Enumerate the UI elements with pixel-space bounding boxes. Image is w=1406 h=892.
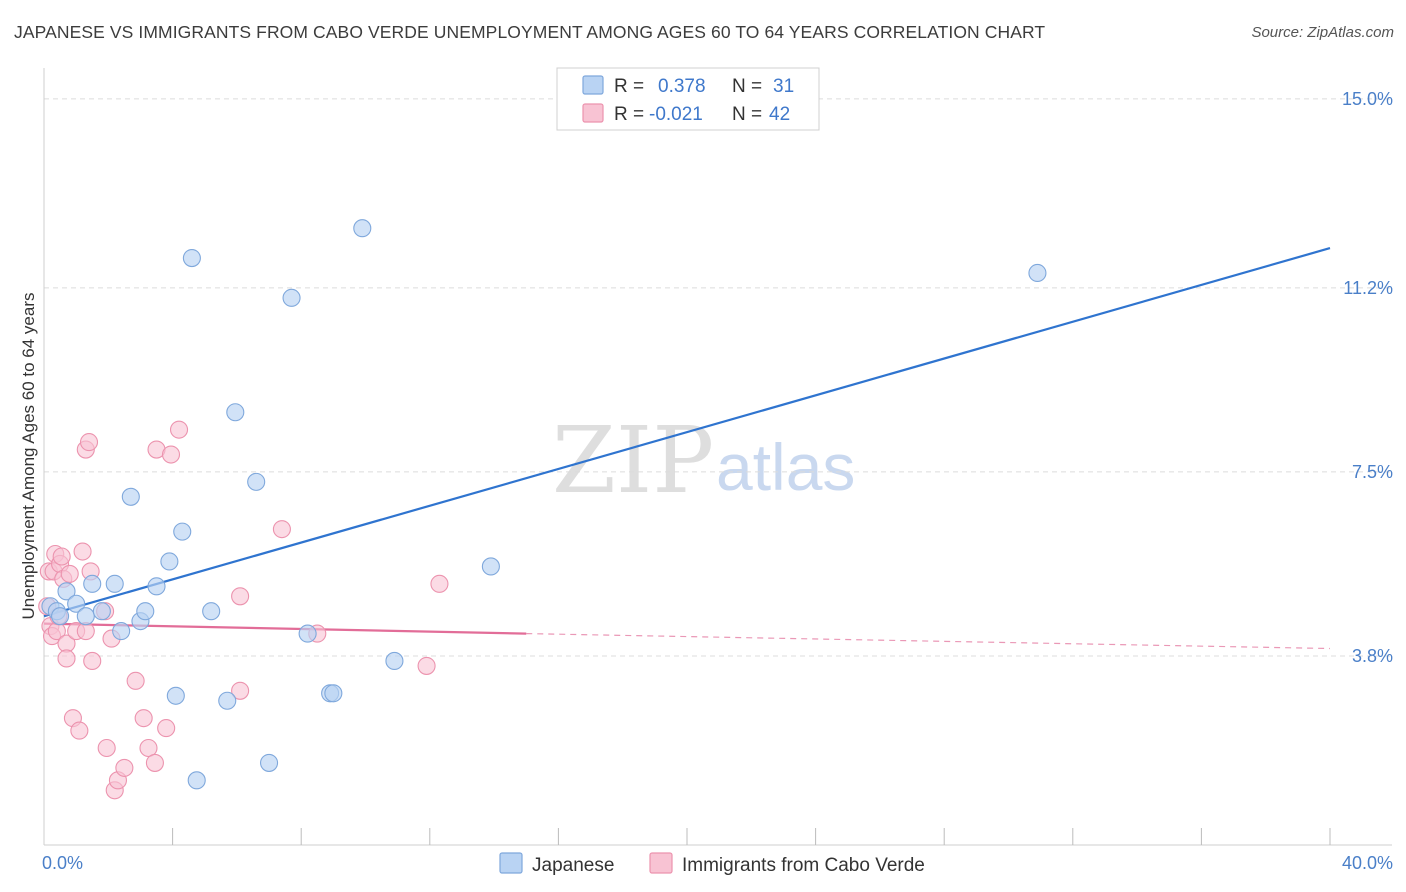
y-tick-label-3: 15.0%: [1342, 89, 1393, 109]
cabo-verde-point: [161, 445, 181, 464]
cabo-verde-point: [73, 542, 92, 561]
series-legend: Japanese Immigrants from Cabo Verde: [499, 852, 925, 876]
cabo-verde-point: [57, 649, 76, 668]
legend-n-label-japanese: N =: [732, 76, 762, 97]
japanese-point: [67, 594, 86, 613]
watermark-zip: ZIP: [552, 407, 714, 514]
cabo-verde-point: [79, 433, 99, 452]
japanese-point: [353, 219, 372, 238]
japanese-point: [282, 288, 301, 307]
correlation-legend: R = 0.378 N = 31 R = -0.021 N = 42: [556, 67, 820, 131]
legend-n-value-cabo-verde: 42: [769, 104, 790, 125]
japanese-point: [173, 522, 192, 541]
legend-swatch-japanese: [582, 75, 604, 95]
japanese-point: [202, 602, 221, 621]
japanese-point: [105, 574, 124, 593]
japanese-point: [182, 248, 201, 268]
japanese-point: [385, 651, 404, 671]
cabo-verde-point: [60, 564, 79, 583]
japanese-point: [112, 622, 131, 641]
bottom-legend-label-cabo-verde: Immigrants from Cabo Verde: [682, 855, 925, 876]
source-credit: Source: ZipAtlas.com: [1251, 24, 1394, 41]
cabo-verde-point: [115, 758, 134, 777]
japanese-point: [57, 582, 76, 601]
cabo-verde-trend-extension: [526, 632, 1331, 650]
bottom-legend-swatch-cabo-verde: [649, 852, 673, 874]
cabo-verde-point: [231, 681, 250, 700]
japanese-point: [226, 403, 245, 422]
japanese-point: [218, 691, 237, 710]
japanese-point: [298, 624, 317, 643]
cabo-verde-point: [169, 420, 189, 439]
japanese-point: [187, 771, 206, 790]
cabo-verde-point: [70, 721, 89, 740]
x-tick-label-0: 0.0%: [42, 853, 83, 873]
cabo-verde-point: [126, 671, 145, 690]
y-tick-label-1: 7.5%: [1352, 462, 1393, 482]
cabo-verde-point: [430, 574, 449, 593]
legend-n-label-cabo-verde: N =: [732, 104, 762, 125]
gridlines: [44, 98, 1392, 657]
watermark: ZIP atlas: [552, 407, 855, 514]
cabo-verde-point: [157, 719, 176, 738]
japanese-point: [51, 607, 70, 626]
japanese-point: [92, 602, 111, 621]
y-tick-label-0: 3.8%: [1352, 646, 1393, 666]
cabo-verde-point: [231, 587, 250, 606]
japanese-points: [41, 219, 1047, 790]
watermark-atlas: atlas: [716, 430, 855, 504]
japanese-point: [481, 557, 500, 576]
japanese-point: [147, 577, 166, 596]
japanese-point: [166, 686, 185, 705]
chart-title: JAPANESE VS IMMIGRANTS FROM CABO VERDE U…: [14, 22, 1046, 42]
bottom-legend-swatch-japanese: [499, 852, 523, 874]
legend-r-value-cabo-verde: -0.021: [649, 104, 703, 125]
legend-r-value-japanese: 0.378: [658, 76, 706, 97]
japanese-point: [76, 607, 95, 626]
cabo-verde-point: [139, 738, 158, 758]
y-axis-title: Unemployment Among Ages 60 to 64 years: [19, 293, 38, 620]
x-tick-labels: 0.0% 40.0%: [42, 853, 1393, 873]
cabo-verde-point: [134, 709, 153, 728]
x-tick-label-1: 40.0%: [1342, 853, 1393, 873]
japanese-trend-line: [43, 247, 1331, 618]
japanese-point: [136, 602, 155, 621]
legend-swatch-cabo-verde: [582, 103, 604, 123]
cabo-verde-point: [52, 547, 71, 566]
cabo-verde-point: [272, 520, 291, 539]
japanese-point: [259, 753, 279, 772]
axes: [43, 68, 1392, 846]
y-tick-label-2: 11.2%: [1343, 278, 1393, 298]
japanese-point: [1028, 263, 1047, 283]
japanese-point: [160, 552, 179, 571]
cabo-verde-point: [145, 753, 164, 772]
cabo-verde-point: [83, 651, 102, 671]
legend-r-label-japanese: R =: [614, 76, 644, 97]
japanese-point: [121, 487, 140, 506]
bottom-legend-label-japanese: Japanese: [532, 855, 614, 876]
legend-r-label-cabo-verde: R =: [614, 104, 644, 125]
japanese-point: [247, 472, 266, 491]
japanese-point: [83, 574, 102, 593]
legend-n-value-japanese: 31: [773, 76, 794, 97]
japanese-point: [324, 684, 343, 703]
cabo-verde-point: [97, 738, 116, 758]
y-tick-labels: 3.8% 7.5% 11.2% 15.0%: [1342, 89, 1393, 666]
cabo-verde-point: [417, 656, 436, 675]
